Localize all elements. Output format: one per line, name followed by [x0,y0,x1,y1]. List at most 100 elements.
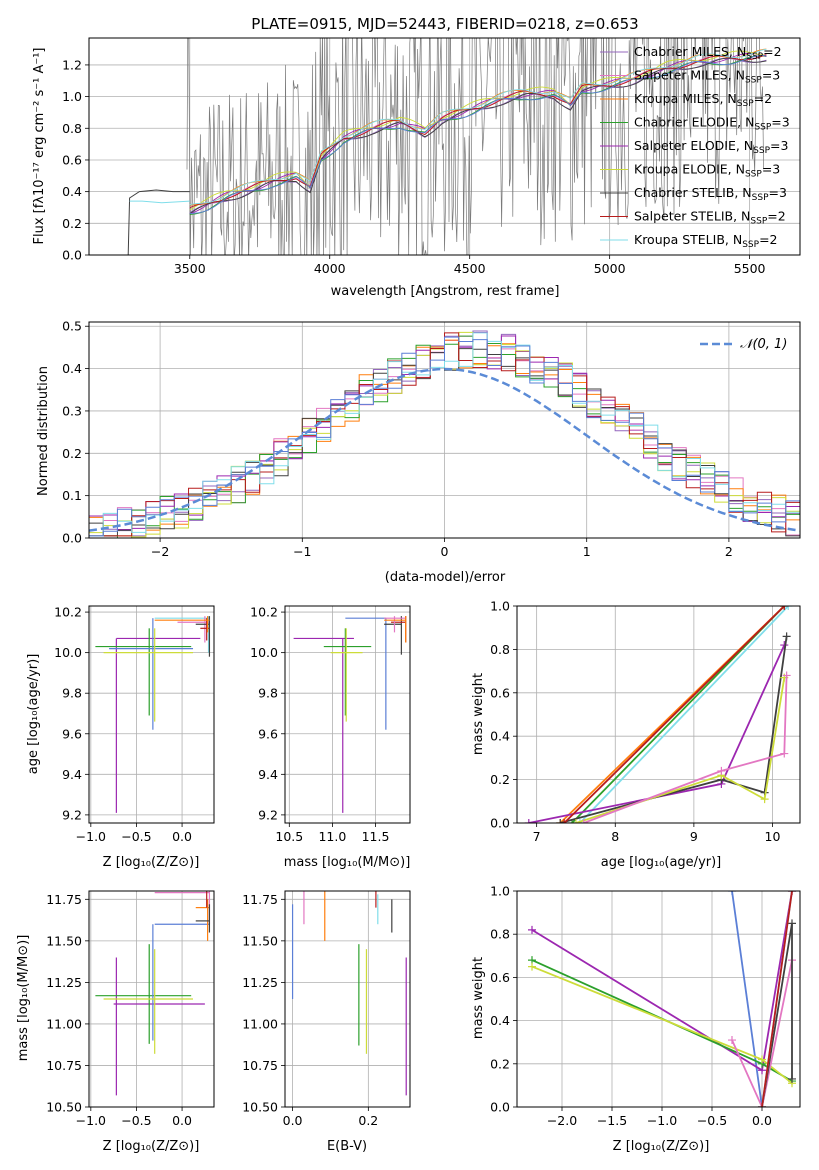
residuals-ytick-label: 0.2 [62,446,82,461]
mass-vs-EBV-ytick-label: 11.00 [242,1016,278,1031]
weight-vs-age-marker-6-0 [579,819,588,823]
weight-vs-age-content [524,606,793,823]
weight-vs-age-line-4 [559,636,788,823]
weight-vs-age-marker-6-3 [782,671,791,680]
mass-vs-Z-grid [89,891,214,1108]
residuals-ytick-label: 0.4 [62,361,82,376]
weight-vs-Z-ytick-label: 0.8 [490,927,510,942]
mass-vs-EBV-xtick-label: 0.0 [283,1113,303,1128]
spectrum-ytick-label: 0.2 [62,216,82,231]
weight-vs-Z-marker-3-1 [758,1055,766,1064]
legend-sub: SSP [752,193,769,203]
mass-vs-EBV-ytick-label: 10.75 [242,1058,278,1073]
weight-vs-Z-xtick-label: 0.0 [752,1113,772,1128]
stelib-model-blue-2 [129,200,190,204]
weight-vs-Z-xtick-label: −1.5 [597,1113,627,1128]
weight-vs-age-marker-7-1 [780,606,789,610]
age-vs-Z-xtick-label: −1.0 [76,829,106,844]
age-vs-mass-xtick-label: 10.5 [275,829,303,844]
mass-vs-Z-axes: −1.0 −0.5 0.0 10.50 10.75 11.00 11.25 11.50 11.7… [46,890,215,1128]
age-vs-mass-content [293,616,407,813]
residuals-ytick-label: 0.0 [62,531,82,546]
age-vs-mass-xtick-label: 11.5 [362,829,390,844]
spectrum-axes: 3500 4000 4500 5000 5500 0.0 0.2 0.4 0.6 0.8 1.0 1.… [62,37,801,276]
weight-vs-Z-ytick-label: 0.4 [490,1013,510,1028]
age-vs-Z-ylabel: age [log₁₀(age/yr)] [26,654,41,775]
legend-sub: SSP [754,123,771,133]
spectrum-ytick-label: 0.6 [62,152,82,167]
mass-vs-EBV-axes: 0.0 0.2 10.50 10.75 11.00 11.25 11.50 11.75 [242,890,411,1128]
residuals-xlabel: (data-model)/error [385,570,506,585]
age-vs-mass-axes: 10.5 11.0 11.5 9.2 9.4 9.6 9.8 10.0 10.2 [250,605,411,844]
age-vs-mass-xtick-label: 11.0 [318,829,346,844]
weight-vs-age-xtick-label: 10 [765,829,781,844]
weight-vs-age-marker-2-1 [784,606,793,610]
model-fit-7 [189,54,767,209]
weight-vs-Z-content [528,891,796,1107]
mass-vs-Z-ytick-label: 10.50 [46,1100,82,1115]
weight-vs-age-axes: 7 8 9 10 0.0 0.2 0.4 0.6 0.8 1.0 [490,599,801,844]
spectrum-ytick-label: 0.0 [62,248,82,263]
legend-label: Salpeter STELIB, NSSP=2 [634,209,786,227]
residuals-ytick-label: 0.1 [62,488,82,503]
mass-vs-EBV-ytick-label: 10.50 [242,1100,278,1115]
legend-suffix: =2 [754,91,772,106]
weight-vs-Z-xtick-label: −0.5 [697,1113,727,1128]
weight-vs-age-marker-6-1 [717,766,726,775]
age-vs-Z-ytick-label: 9.8 [62,686,82,701]
legend-label: Chabrier ELODIE, NSSP=3 [634,115,790,133]
weight-vs-age-line-5 [575,677,786,823]
weight-vs-age-marker-5-2 [760,795,769,804]
weight-vs-Z-line-0 [731,891,763,1107]
mass-vs-Z-xtick-label: −1.0 [76,1113,106,1128]
weight-vs-age-marker-4-0 [556,819,565,823]
legend-sub: SSP [737,99,754,109]
residual-hist-9 [89,336,800,537]
weight-vs-age-xtick-label: 8 [611,829,619,844]
spectrum-xtick-label: 5500 [734,261,766,276]
mass-vs-EBV-frame [284,890,411,1108]
residuals-xtick-label: 0 [441,544,449,559]
weight-vs-Z-marker-7-0 [758,1103,766,1107]
weight-vs-age-marker-7-0 [560,819,569,823]
mass-vs-Z-ylabel: mass [log₁₀(M/M⊙)] [16,935,31,1062]
mass-vs-Z-ytick-label: 11.50 [46,933,82,948]
weight-vs-Z-xtick-label: −2.0 [547,1113,577,1128]
age-vs-Z-content [95,616,211,813]
legend-sub: SSP [745,76,762,86]
legend-label: Chabrier MILES, NSSP=2 [634,44,782,62]
legend-suffix: =2 [763,44,781,59]
legend-suffix: =3 [762,68,780,83]
weight-vs-Z-line-4 [731,959,793,1107]
model-fit-4 [189,52,767,215]
weight-vs-age-line-1 [571,606,785,823]
legend-sub: SSP [742,240,759,250]
residuals-ytick-label: 0.3 [62,403,82,418]
mass-vs-EBV-xtick-label: 0.2 [358,1113,378,1128]
weight-vs-Z-marker-5-1 [788,919,796,928]
weight-vs-Z-marker-4-0 [728,1036,736,1045]
residuals-axes: −2 −1 0 1 2 0.0 0.1 0.2 0.3 0.4 0.5 [62,319,801,559]
weight-vs-age-ytick-label: 0.2 [490,772,510,787]
weight-vs-Z-marker-5-2 [788,1074,796,1083]
age-vs-Z-ytick-label: 9.6 [62,726,82,741]
model-fit-8 [189,48,767,206]
mass-vs-EBV-content [291,891,407,1096]
age-vs-mass-ytick-label: 9.8 [258,686,278,701]
spectrum-ytick-label: 1.0 [62,89,82,104]
legend-label: Salpeter ELODIE, NSSP=3 [634,138,788,156]
mass-vs-EBV-ytick-label: 11.75 [242,892,278,907]
residuals-xtick-label: −1 [293,544,311,559]
weight-vs-age-ytick-label: 0.4 [490,729,510,744]
legend-sub: SSP [750,217,767,227]
age-vs-mass-grid [285,606,410,823]
model-fit-9 [189,55,767,215]
weight-vs-age-marker-5-0 [571,819,580,823]
spectrum-xtick-label: 4000 [314,261,346,276]
legend-suffix: =3 [771,115,789,130]
weight-vs-Z-marker-1-0 [528,925,536,934]
weight-vs-Z-ylabel: mass weight [471,957,486,1039]
weight-vs-Z-frame [516,890,801,1108]
weight-vs-age-line-7 [563,606,785,823]
